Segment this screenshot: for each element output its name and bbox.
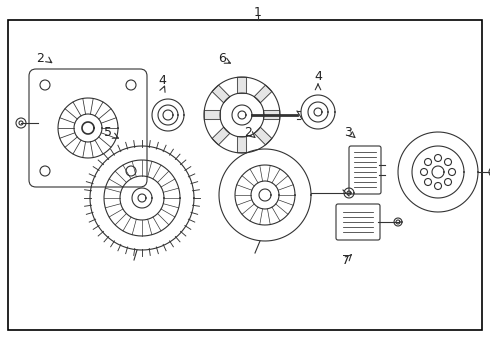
Text: 1: 1 xyxy=(254,5,262,18)
Text: 4: 4 xyxy=(314,69,322,82)
Polygon shape xyxy=(212,127,230,145)
Text: 5: 5 xyxy=(104,126,112,139)
Text: 7: 7 xyxy=(342,253,350,266)
Polygon shape xyxy=(212,85,230,103)
Polygon shape xyxy=(264,111,280,120)
Polygon shape xyxy=(254,85,272,103)
Text: 6: 6 xyxy=(218,51,226,64)
Polygon shape xyxy=(254,127,272,145)
Polygon shape xyxy=(238,77,246,94)
Polygon shape xyxy=(238,136,246,153)
Polygon shape xyxy=(204,111,220,120)
Text: 2: 2 xyxy=(36,51,44,64)
Text: 4: 4 xyxy=(158,73,166,86)
Text: 3: 3 xyxy=(344,126,352,139)
Text: 2: 2 xyxy=(244,126,252,139)
Bar xyxy=(8,20,482,330)
